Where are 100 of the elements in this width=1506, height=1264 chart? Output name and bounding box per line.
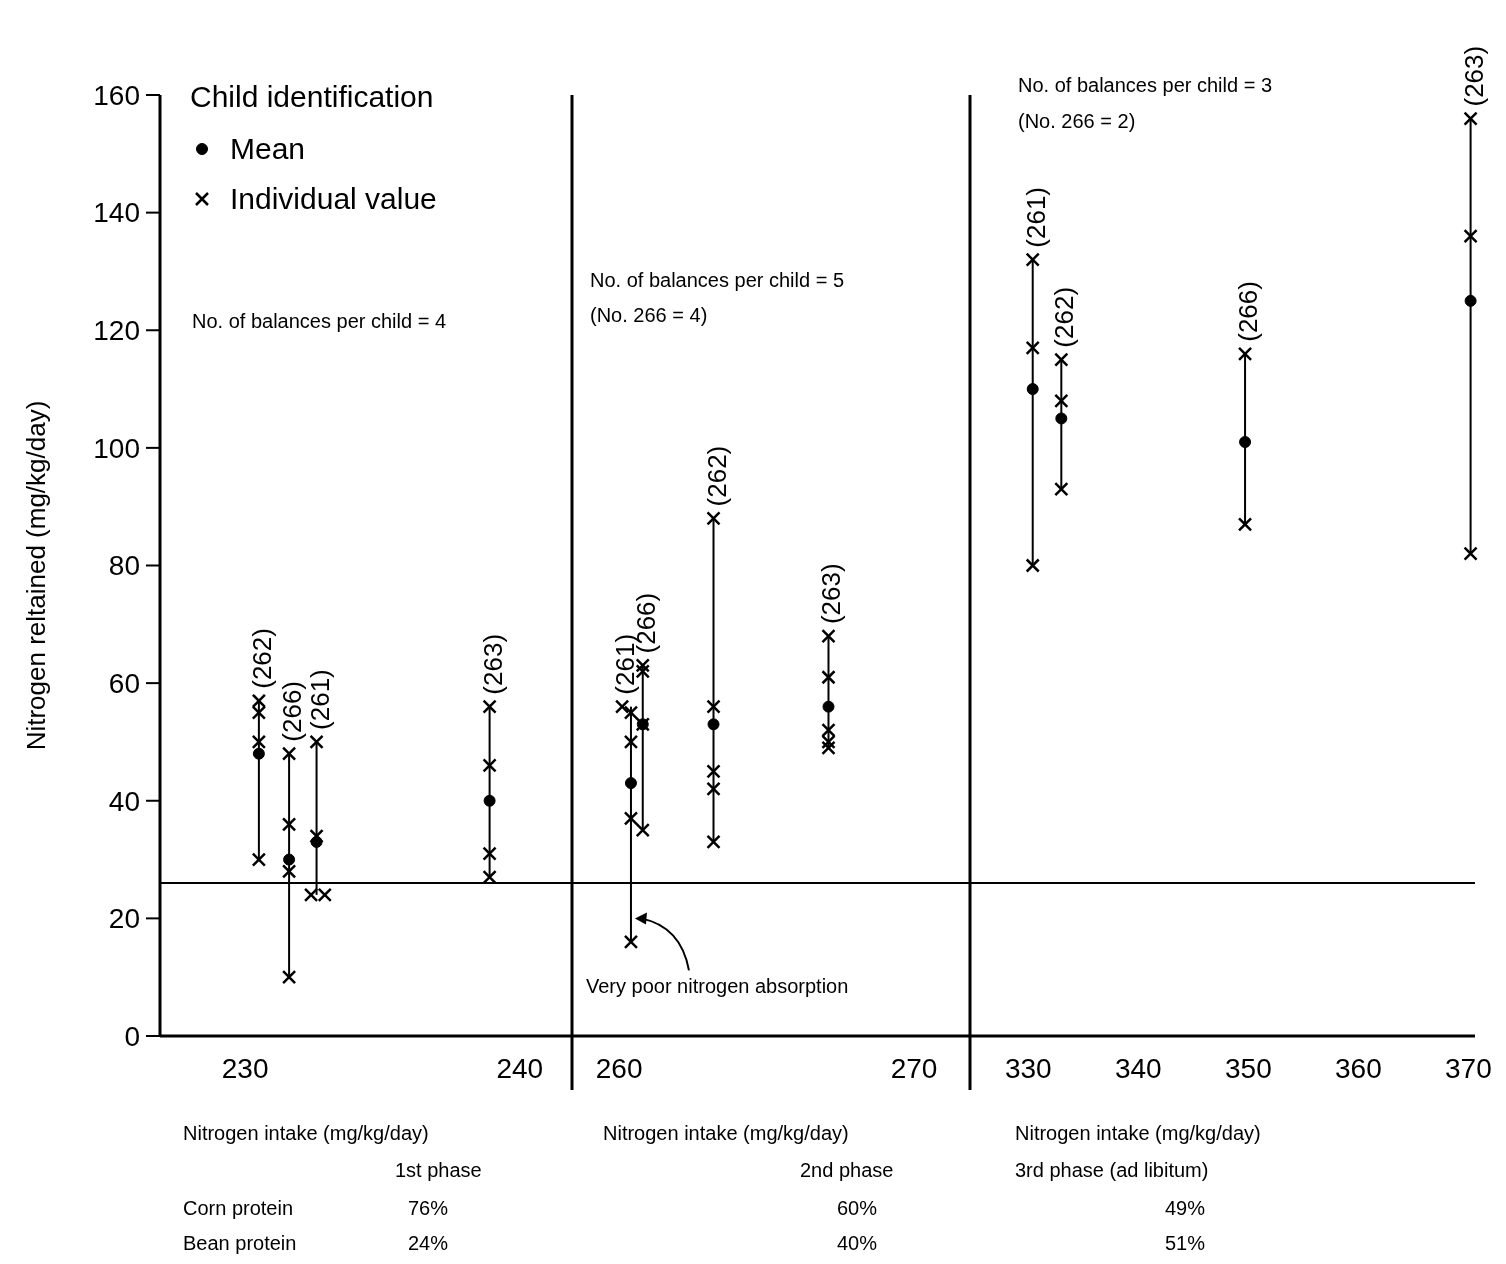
point: [1239, 435, 1252, 448]
point: [281, 817, 297, 832]
point: [251, 734, 267, 750]
y-tick-label: 60: [108, 667, 140, 699]
annotation: (263): [1458, 45, 1489, 107]
point: [281, 864, 297, 879]
point: [822, 700, 835, 713]
x-tick-label: 230: [221, 1053, 269, 1084]
point: [281, 969, 297, 985]
point: [623, 734, 639, 750]
annotation: (262): [1049, 286, 1080, 348]
annotation: (266): [1233, 281, 1264, 342]
point: [623, 811, 639, 826]
text: Corn protein: [183, 1197, 294, 1219]
x-tick-label: 340: [1114, 1053, 1162, 1084]
y-tick-label: 120: [93, 315, 140, 347]
point: [706, 764, 721, 779]
x-tick-label: 370: [1445, 1053, 1492, 1084]
point: [482, 758, 497, 773]
y-tick-label: 100: [93, 432, 140, 464]
x-axis-title: Nitrogen intake (mg/kg/day): [183, 1122, 429, 1144]
text: 1st phase: [395, 1159, 482, 1181]
point: [283, 853, 296, 866]
point: [821, 722, 836, 738]
annotation: (No. 266 = 4): [590, 304, 708, 326]
point: [1026, 383, 1039, 396]
x-tick-label: 360: [1335, 1053, 1382, 1084]
annotation: No. of balances per child = 5: [590, 269, 845, 291]
text: 2nd phase: [800, 1159, 894, 1181]
point: [483, 794, 496, 807]
annotation: (261): [1020, 186, 1051, 248]
text: 60%: [837, 1197, 878, 1219]
point: [309, 734, 324, 750]
y-tick-label: 40: [108, 785, 140, 817]
text: 51%: [1165, 1232, 1206, 1254]
point: [1054, 352, 1069, 367]
annotation: (263): [816, 563, 847, 625]
x-tick-label: 240: [496, 1053, 544, 1084]
x-axis-title: Nitrogen intake (mg/kg/day): [1015, 1122, 1261, 1144]
y-tick-label: 0: [124, 1020, 140, 1052]
annotation: (No. 266 = 2): [1018, 110, 1136, 132]
point: [1054, 393, 1069, 409]
point: [252, 747, 265, 760]
annotation: (262): [701, 445, 732, 507]
point: [706, 511, 721, 526]
point: [1464, 294, 1477, 307]
annotation: No. of balances per child = 4: [192, 310, 447, 332]
point: [251, 852, 267, 867]
point: [482, 846, 497, 861]
text: 40%: [837, 1232, 878, 1254]
point: [614, 699, 630, 714]
y-axis-title: Nitrogen reltained (mg/kg/day): [21, 400, 51, 751]
point: [1025, 252, 1040, 267]
annotation: No. of balances per child = 3: [1018, 74, 1273, 96]
point: [281, 746, 297, 761]
text: 3rd phase (ad libitum): [1015, 1159, 1209, 1181]
annotation: (266): [277, 681, 308, 742]
point: [1463, 111, 1478, 126]
point: [706, 834, 721, 850]
point: [251, 693, 267, 709]
point: [635, 822, 651, 838]
point: [821, 628, 836, 644]
point: [1463, 546, 1478, 561]
point: [1463, 228, 1478, 244]
x-tick-label: 260: [595, 1053, 643, 1084]
point: [821, 740, 836, 756]
y-tick-label: 160: [93, 79, 140, 111]
point: [1025, 558, 1040, 573]
point: [251, 705, 267, 720]
y-tick-label: 20: [108, 903, 140, 935]
point: [1055, 412, 1068, 425]
point: [1054, 481, 1069, 497]
text: 49%: [1165, 1197, 1206, 1219]
legend-title: Child identification: [190, 80, 434, 113]
point: [623, 705, 639, 720]
x-tick-label: 270: [890, 1053, 938, 1084]
annotation: Very poor nitrogen absorption: [585, 975, 849, 998]
legend-label: Mean: [230, 132, 306, 165]
annotation: (263): [477, 633, 508, 695]
legend-label: Individual value: [230, 182, 437, 215]
text: 24%: [408, 1232, 449, 1254]
text: Bean protein: [183, 1232, 297, 1254]
x-tick-label: 350: [1225, 1053, 1272, 1084]
point: [706, 699, 721, 714]
y-tick-label: 80: [108, 550, 140, 582]
annotation: (262): [246, 628, 277, 689]
point: [1025, 340, 1040, 356]
point: [1237, 517, 1253, 532]
point: [482, 699, 497, 714]
point: [623, 934, 639, 950]
y-tick-label: 140: [93, 197, 140, 229]
point: [706, 781, 721, 797]
point: [309, 828, 324, 844]
point: [624, 777, 637, 790]
point: [821, 669, 836, 685]
point: [310, 835, 323, 848]
x-axis-title: Nitrogen intake (mg/kg/day): [603, 1122, 849, 1144]
x-tick-label: 330: [1004, 1053, 1052, 1084]
point: [707, 718, 720, 731]
point: [821, 734, 836, 750]
